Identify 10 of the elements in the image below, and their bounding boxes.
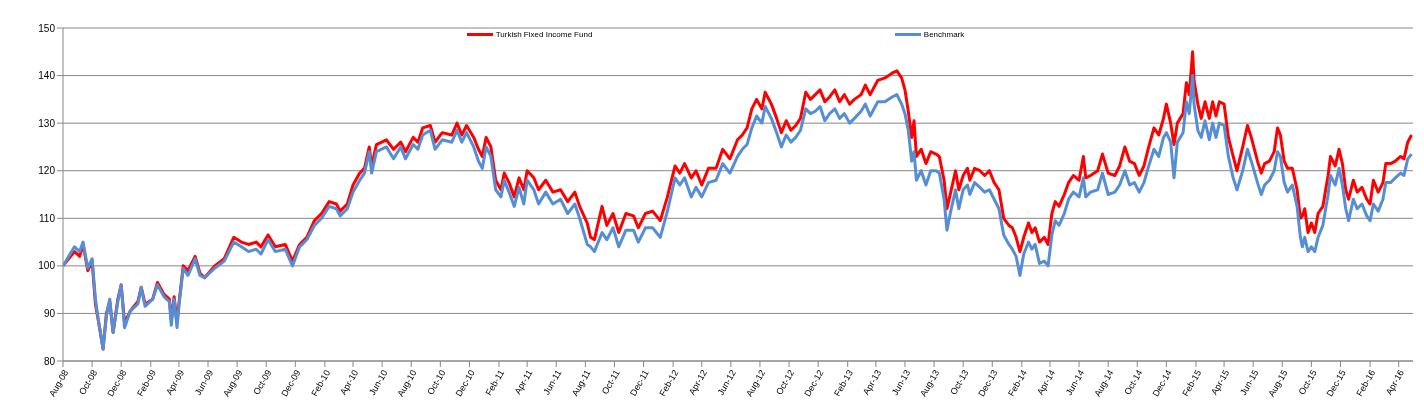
y-tick-label: 90 [43,307,56,319]
legend-label: Turkish Fixed Income Fund [495,30,593,39]
legend-label: Benchmark [923,30,965,39]
y-tick-label: 150 [38,22,56,34]
y-tick-label: 130 [38,117,56,129]
y-tick-label: 110 [39,212,56,224]
y-tick-label: 120 [38,165,56,177]
y-tick-label: 80 [43,355,56,367]
y-tick-label: 140 [38,70,56,82]
y-tick-label: 100 [38,260,56,272]
